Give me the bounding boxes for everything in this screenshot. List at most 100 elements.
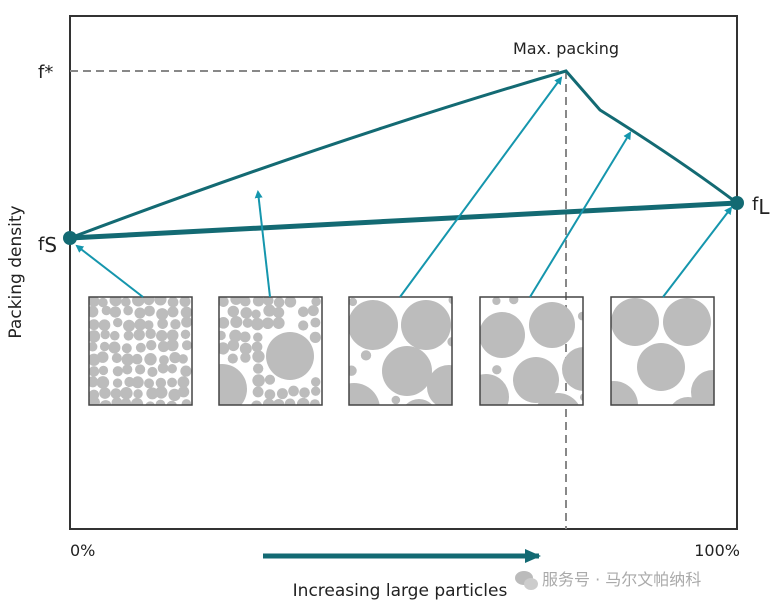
small-particle: [178, 354, 188, 364]
large-particle: [637, 343, 685, 391]
small-particle: [122, 364, 133, 375]
small-particle: [273, 306, 285, 319]
small-particle: [111, 397, 123, 405]
f-s-label: fS: [38, 233, 57, 257]
small-particle: [143, 320, 154, 330]
small-particle: [284, 297, 297, 308]
small-particle: [181, 316, 192, 328]
small-particle: [145, 401, 155, 405]
small-particle: [262, 398, 275, 405]
small-particle: [252, 374, 265, 387]
small-particle: [242, 317, 253, 328]
small-particle: [297, 306, 309, 318]
small-particle: [264, 389, 276, 400]
small-particle: [227, 353, 238, 364]
small-particle: [98, 319, 111, 332]
small-particle: [227, 339, 240, 352]
small-particle: [240, 352, 251, 363]
small-particle: [120, 386, 133, 400]
small-particle: [96, 376, 110, 389]
small-particle: [159, 355, 169, 365]
packing-curve: [69, 69, 738, 240]
large-particle: [401, 300, 451, 350]
small-particle: [167, 363, 177, 374]
large-particle: [219, 364, 247, 405]
small-particle: [240, 297, 251, 307]
small-particle: [219, 317, 230, 329]
large-particle: [611, 381, 638, 405]
large-particle: [480, 312, 525, 358]
small-particle: [157, 362, 169, 374]
small-particle: [219, 342, 230, 355]
small-particle: [240, 307, 253, 319]
small-particle: [89, 396, 100, 405]
small-particle: [157, 318, 168, 329]
small-particle: [239, 331, 251, 343]
small-particle: [251, 309, 261, 319]
small-particle: [492, 365, 502, 375]
linear-mix-line: [69, 200, 738, 241]
small-particle: [133, 389, 143, 399]
small-particle: [89, 341, 98, 352]
small-particle: [120, 397, 132, 405]
small-particle: [169, 351, 181, 364]
small-particle: [135, 342, 146, 353]
small-particle: [155, 377, 167, 389]
small-particle: [144, 378, 154, 389]
small-particle: [166, 329, 179, 342]
small-particle: [219, 297, 229, 307]
small-particle: [135, 364, 146, 375]
small-particle: [309, 399, 320, 405]
small-particle: [89, 305, 99, 318]
small-particle: [298, 320, 309, 331]
small-particle: [177, 376, 190, 389]
small-particle: [580, 393, 583, 402]
small-particle: [360, 350, 372, 361]
small-particle: [99, 387, 111, 399]
large-particle: [427, 365, 452, 405]
large-particle: [562, 347, 583, 391]
small-particle: [89, 297, 100, 307]
small-particle: [155, 386, 168, 399]
small-particle: [284, 398, 296, 405]
small-particle: [309, 331, 321, 343]
small-particle: [131, 376, 144, 389]
x-axis-label: Increasing large particles: [293, 581, 508, 601]
large-particle: [537, 393, 579, 405]
small-particle: [157, 340, 170, 353]
small-particle: [89, 366, 100, 377]
small-particle: [276, 388, 288, 400]
small-particle: [108, 341, 121, 354]
pointer-arrow-1: [75, 244, 144, 298]
small-particle: [492, 297, 501, 306]
small-particle: [177, 386, 190, 398]
small-particle: [121, 343, 132, 354]
small-particle: [109, 306, 122, 318]
small-particle: [99, 341, 110, 352]
small-particle: [101, 305, 112, 316]
small-particle: [130, 397, 144, 405]
small-particle: [109, 297, 122, 307]
small-particle: [132, 297, 145, 307]
small-particle: [253, 332, 263, 343]
small-particle: [144, 305, 155, 317]
large-particle: [480, 374, 509, 405]
small-particle: [273, 398, 285, 405]
watermark: 服务号 · 马尔文帕纳科: [542, 570, 701, 589]
small-particle: [154, 297, 167, 306]
small-particle: [123, 319, 135, 332]
particle-box-3: [348, 296, 453, 406]
large-particle: [266, 332, 314, 380]
small-particle: [146, 339, 157, 351]
small-particle: [307, 305, 319, 317]
x-end-label: 100%: [694, 541, 740, 560]
pointer-arrow-4: [529, 131, 632, 298]
pointer-arrow-5: [662, 206, 733, 298]
small-particle: [133, 329, 145, 341]
small-particle: [391, 395, 401, 405]
small-particle: [110, 388, 122, 399]
small-particle: [99, 400, 112, 405]
small-particle: [230, 297, 242, 305]
